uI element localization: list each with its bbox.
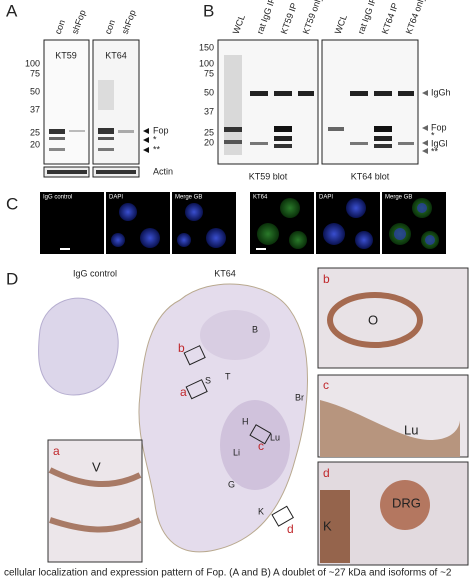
organ-label: G [228,479,235,489]
blot [43,39,90,165]
band-label: ** [431,146,439,156]
mw-marker: 100 [199,58,214,68]
mw-marker: 50 [30,86,40,96]
organ-label: H [242,416,249,426]
lane-label: KT59 only [301,0,324,35]
lane-label: con [103,18,117,35]
band-label: IgGh [431,87,451,97]
image-title: Merge GB [175,195,202,201]
inset-label: O [368,312,378,327]
organ-label: T [225,371,231,381]
box-letter: b [178,341,185,355]
organ-label: B [252,324,258,334]
panel-label: B [203,1,214,20]
micrographs [40,192,446,254]
image-title: Merge GB [385,195,412,201]
blot-caption: KT59 blot [249,171,288,181]
image-title: KT64 [253,195,268,201]
lane-label: rat IgG IP [255,0,278,35]
embryo-sections [38,267,469,566]
arrowheads [143,128,149,153]
inset-label: DRG [392,495,421,510]
lane-label: con [53,18,67,35]
mw-marker: 100 [25,58,40,68]
image-title: DAPI [109,195,123,201]
box-letter: d [287,522,294,536]
lane-label: shFop [120,9,138,36]
organ-label: K [258,506,264,516]
mw-marker: 75 [30,68,40,78]
band-label: * [431,130,435,140]
bands [49,80,134,151]
blot-caption: KT64 blot [351,171,390,181]
organ-label: S [205,375,211,385]
mw-marker: 37 [30,104,40,114]
panel-label: A [6,1,18,20]
lane-label: KT64 IP [380,2,401,36]
panel-label: C [6,194,18,213]
lane-label: WCL [231,13,247,35]
box-letter: a [180,385,187,399]
box-letter: c [258,439,264,453]
blot-title: KT64 [105,50,127,60]
bands [224,55,414,155]
band-label: * [153,134,157,144]
mw-marker: 50 [204,87,214,97]
mw-marker: 25 [30,127,40,137]
mw-marker: 37 [204,106,214,116]
inset-label: Lu [404,422,418,437]
inset-letter: b [323,272,330,286]
organ-label: Br [295,392,304,402]
organ-label: Lu [270,432,280,442]
inset-letter: d [323,466,330,480]
section-heading: IgG control [73,268,117,278]
mw-marker: 25 [204,127,214,137]
section-heading: KT64 [214,268,236,278]
mw-marker: 20 [30,139,40,149]
organ-label: Li [233,447,240,457]
image-title: IgG control [43,195,72,201]
inset-letter: a [53,444,60,458]
band-label: Fop [153,125,169,135]
inset-letter: c [323,378,329,392]
band-label: ** [153,144,161,154]
mw-marker: 75 [204,68,214,78]
mw-marker: 150 [199,42,214,52]
blot-title: KT59 [55,50,77,60]
lane-label: KT64 only [404,0,427,35]
blot [321,39,419,165]
lane-label: KT59 IP [279,2,300,36]
panel-label: D [6,269,18,288]
caption: cellular localization and expression pat… [4,568,452,578]
arrowheads [422,90,428,154]
lane-label: rat IgG IP [356,0,379,35]
mw-marker: 20 [204,137,214,147]
loading-label: Actin [153,166,173,176]
inset-label: K [323,518,332,533]
image-title: DAPI [319,195,333,201]
inset-label: V [92,459,101,474]
lane-label: shFop [70,9,88,36]
band-label: Fop [431,122,447,132]
band-label: IgGl [431,138,448,148]
lane-label: WCL [333,13,349,35]
